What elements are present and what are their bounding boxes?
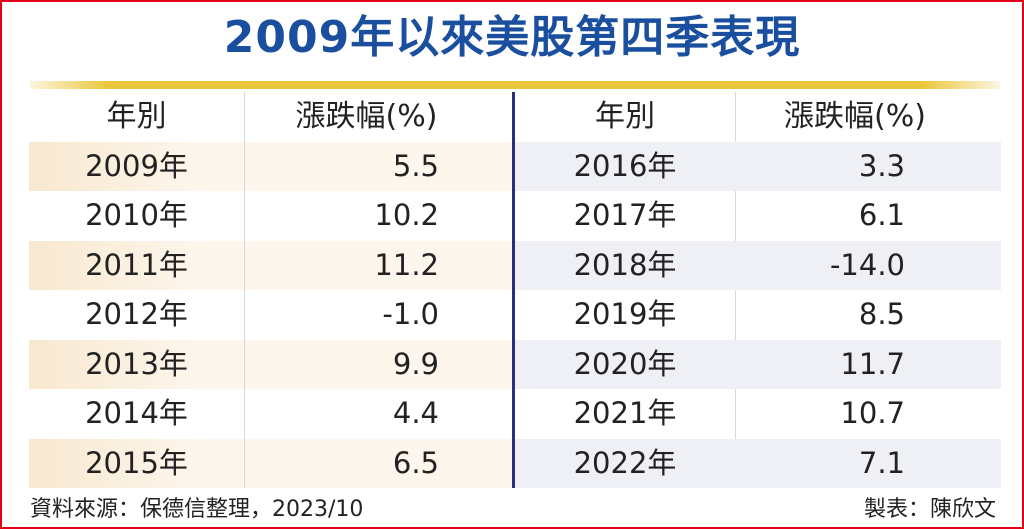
author-note: 製表：陳欣文: [863, 497, 996, 522]
year-cell: 2015年: [85, 445, 188, 480]
left-header-row: 年別 漲跌幅(%): [29, 92, 513, 142]
year-cell: 2021年: [573, 396, 677, 430]
title-underline: [30, 81, 1000, 89]
left-header-year: 年別: [106, 99, 167, 134]
change-cell: 10.2: [374, 198, 439, 232]
change-cell: 9.9: [392, 346, 439, 381]
left-header-change: 漲跌幅(%): [295, 99, 438, 134]
left-rows: 2009年 5.5 2010年 10.2 2011年 11.2 2012年 -1.0 2013年…: [29, 141, 513, 488]
change-cell: 11.7: [840, 346, 905, 381]
year-cell: 2019年: [573, 297, 677, 331]
table-row: 2010年 10.2: [29, 191, 513, 241]
year-cell: 2009年: [85, 148, 188, 183]
left-table: 年別 漲跌幅(%) 2009年 5.5 2010年 10.2 2011年 11.2 2012…: [29, 92, 513, 488]
change-cell: 5.5: [392, 148, 439, 183]
change-cell: 4.4: [392, 396, 439, 430]
table-row: 2019年 8.5: [515, 290, 1001, 340]
table-row: 2011年 11.2: [29, 240, 513, 290]
chart-title: 2009年以來美股第四季表現: [223, 12, 801, 63]
table-row: 2012年 -1.0: [29, 290, 513, 340]
year-cell: 2016年: [573, 148, 677, 183]
table-row: 2013年 9.9: [29, 339, 513, 389]
right-header-change: 漲跌幅(%): [784, 99, 926, 134]
change-cell: 7.1: [858, 445, 905, 480]
change-cell: -1.0: [382, 297, 439, 331]
change-cell: 10.7: [840, 396, 905, 430]
table-row: 2022年 7.1: [515, 438, 1001, 488]
year-cell: 2010年: [85, 198, 188, 232]
year-cell: 2013年: [85, 346, 188, 381]
table-row: 2014年 4.4: [29, 389, 513, 439]
right-header-year: 年別: [595, 99, 655, 134]
table-row: 2016年 3.3: [515, 141, 1001, 191]
year-cell: 2020年: [573, 346, 677, 381]
year-cell: 2018年: [573, 247, 677, 282]
table-row: 2020年 11.7: [515, 339, 1001, 389]
change-cell: 11.2: [374, 247, 439, 282]
year-cell: 2022年: [573, 445, 677, 480]
change-cell: 6.5: [392, 445, 439, 480]
year-cell: 2017年: [573, 198, 677, 232]
change-cell: 6.1: [858, 198, 905, 232]
table-row: 2009年 5.5: [29, 141, 513, 191]
year-cell: 2014年: [85, 396, 188, 430]
year-cell: 2012年: [85, 297, 188, 331]
table-row: 2017年 6.1: [515, 191, 1001, 241]
center-divider: [512, 92, 515, 488]
right-header-row: 年別 漲跌幅(%): [515, 92, 1001, 142]
table-row: 2015年 6.5: [29, 438, 513, 488]
change-cell: -14.0: [829, 247, 905, 282]
right-rows: 2016年 3.3 2017年 6.1 2018年 -14.0 2019年 8.5 2020年 1…: [515, 141, 1001, 488]
right-table: 年別 漲跌幅(%) 2016年 3.3 2017年 6.1 2018年 -14.0 2019…: [515, 92, 1001, 488]
year-cell: 2011年: [85, 247, 188, 282]
left-column-rule: [244, 92, 245, 488]
change-cell: 8.5: [858, 297, 905, 331]
change-cell: 3.3: [858, 148, 905, 183]
table-row: 2021年 10.7: [515, 389, 1001, 439]
right-column-rule: [735, 92, 736, 488]
source-note: 資料來源：保德信整理，2023/10: [30, 497, 364, 522]
table-row: 2018年 -14.0: [515, 240, 1001, 290]
